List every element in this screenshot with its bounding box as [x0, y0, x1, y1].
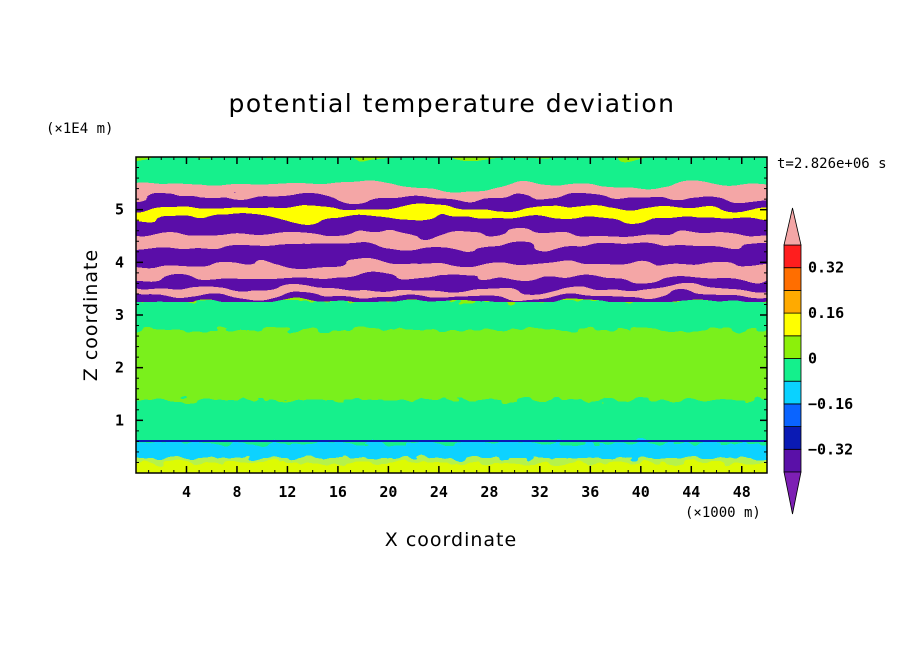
- colorbar-segment: [783, 426, 802, 450]
- colorbar-segment: [783, 335, 802, 359]
- y-tick-label: 3: [115, 306, 124, 324]
- band-pink-1: [136, 186, 767, 198]
- y-unit-label: (×1E4 m): [46, 121, 113, 137]
- y-tick-label: 4: [115, 253, 124, 271]
- band-purple-5: [136, 296, 767, 302]
- x-axis: 4 8 12 16 20 24 28 32 36 40 44 48: [148, 157, 755, 501]
- colorbar-label: 0.32: [808, 259, 844, 277]
- x-axis-label: X coordinate: [385, 529, 517, 551]
- band-surface-yellow: [136, 458, 767, 473]
- y-axis: 1 2 3 4 5: [115, 167, 767, 463]
- y-axis-label: Z coordinate: [80, 249, 102, 381]
- band-purple-3: [136, 246, 767, 264]
- band-lower-lime: [136, 330, 767, 400]
- x-tick-label: 4: [182, 483, 191, 501]
- x-tick-label: 32: [531, 483, 549, 501]
- colorbar-segment: [783, 244, 802, 269]
- y-tick-label: 1: [115, 411, 124, 429]
- band-yellow-1: [136, 208, 767, 218]
- colorbar-segment: [783, 403, 802, 427]
- colorbar: 0.32 0.16 0 −0.16 −0.32: [783, 207, 853, 515]
- colorbar-segment: [783, 358, 802, 382]
- colorbar-segment: [783, 312, 802, 337]
- x-tick-label: 48: [733, 483, 751, 501]
- colorbar-label: −0.32: [808, 440, 853, 458]
- x-tick-label: 36: [581, 483, 599, 501]
- x-unit-label: (×1000 m): [685, 505, 761, 521]
- contour-field: [136, 157, 767, 473]
- band-pink-2: [136, 234, 767, 246]
- band-purple-4: [136, 278, 767, 288]
- x-tick-label: 20: [379, 483, 397, 501]
- band-pink-3: [136, 264, 767, 278]
- colorbar-segment: [783, 289, 802, 314]
- band-purple-2: [136, 218, 767, 234]
- x-tick-label: 44: [682, 483, 700, 501]
- colorbar-label: −0.16: [808, 395, 853, 413]
- x-tick-label: 40: [632, 483, 650, 501]
- colorbar-segment: [783, 267, 802, 291]
- x-tick-label: 28: [480, 483, 498, 501]
- time-label: t=2.826e+06 s: [777, 156, 887, 172]
- x-tick-label: 12: [278, 483, 296, 501]
- surface-line: [136, 440, 767, 442]
- x-tick-label: 8: [232, 483, 241, 501]
- colorbar-label: 0.16: [808, 304, 844, 322]
- y-tick-label: 5: [115, 201, 124, 219]
- y-tick-label: 2: [115, 359, 124, 377]
- colorbar-extend-low: [783, 471, 802, 515]
- colorbar-extend-high: [783, 207, 802, 246]
- x-tick-label: 24: [430, 483, 448, 501]
- x-tick-label: 16: [329, 483, 347, 501]
- colorbar-segment: [783, 448, 802, 473]
- colorbar-label: 0: [808, 350, 817, 368]
- chart-title: potential temperature deviation: [229, 89, 676, 118]
- band-purple-1: [136, 198, 767, 208]
- colorbar-segment: [783, 380, 802, 405]
- band-top-green: [136, 157, 767, 187]
